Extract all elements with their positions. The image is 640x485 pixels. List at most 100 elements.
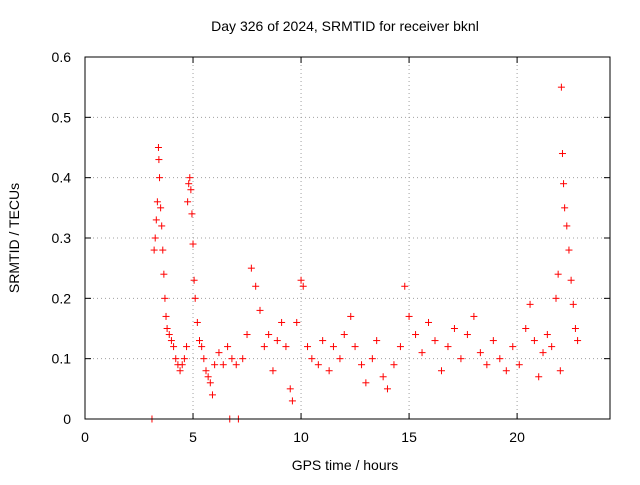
ticks-layer — [84, 56, 610, 420]
data-point — [539, 349, 547, 357]
x-tick-label: 0 — [81, 429, 89, 445]
data-point — [329, 343, 337, 351]
data-point — [256, 306, 264, 314]
data-point — [319, 337, 327, 345]
data-point — [463, 331, 471, 339]
data-point — [243, 331, 251, 339]
data-point — [151, 234, 159, 242]
y-tick-label: 0.2 — [52, 290, 72, 306]
labels-layer: 0 5 10 15 20 0 0.1 0.2 0.3 0.4 0.5 0.6 — [52, 49, 526, 445]
data-point — [160, 270, 168, 278]
data-point — [180, 355, 188, 363]
data-point — [196, 337, 204, 345]
data-point — [470, 312, 478, 320]
data-point — [153, 198, 161, 206]
data-point — [340, 331, 348, 339]
data-point — [535, 373, 543, 381]
data-point — [299, 282, 307, 290]
data-point — [228, 355, 236, 363]
x-tick-label: 5 — [189, 429, 197, 445]
data-point — [159, 246, 167, 254]
data-point — [178, 361, 186, 369]
data-point — [401, 282, 409, 290]
data-point — [556, 367, 564, 375]
y-tick-label: 0 — [63, 411, 71, 427]
data-point — [554, 270, 562, 278]
data-point — [450, 325, 458, 332]
data-point — [502, 367, 510, 375]
data-point — [161, 294, 169, 302]
data-point — [265, 331, 273, 339]
data-point — [200, 355, 208, 363]
data-point — [186, 174, 194, 182]
data-point — [189, 240, 197, 248]
data-point — [239, 355, 247, 363]
data-point — [444, 343, 452, 351]
data-point — [187, 186, 195, 194]
data-point — [288, 397, 296, 405]
data-point — [191, 294, 199, 302]
data-point — [557, 83, 565, 91]
data-point — [418, 349, 426, 357]
data-point — [297, 276, 305, 284]
data-point — [183, 343, 191, 351]
data-point — [362, 379, 370, 387]
data-point — [224, 343, 232, 351]
x-tick-label: 10 — [293, 429, 309, 445]
data-point — [390, 361, 398, 369]
y-tick-label: 0.4 — [52, 170, 72, 186]
data-point — [165, 331, 173, 339]
data-point — [152, 216, 160, 224]
data-point — [162, 312, 170, 320]
data-point — [247, 264, 255, 272]
data-point — [211, 361, 219, 369]
data-point — [204, 373, 212, 381]
data-point — [347, 312, 355, 320]
x-axis-title: GPS time / hours — [292, 457, 399, 473]
data-point — [530, 337, 538, 345]
data-point — [509, 343, 517, 351]
data-point — [561, 204, 569, 212]
data-point — [157, 204, 165, 212]
data-point — [325, 367, 333, 375]
data-point — [558, 150, 566, 158]
data-point — [232, 361, 240, 369]
data-point — [202, 367, 210, 375]
data-point — [273, 337, 281, 345]
data-point — [515, 361, 523, 369]
chart-title: Day 326 of 2024, SRMTID for receiver bkn… — [211, 18, 479, 34]
data-point — [425, 318, 433, 326]
data-point — [571, 325, 579, 332]
data-point — [522, 325, 530, 332]
data-point — [252, 282, 260, 290]
data-point — [304, 343, 312, 351]
data-point — [548, 343, 556, 351]
data-point — [368, 355, 376, 363]
data-point — [269, 367, 277, 375]
data-point — [208, 391, 216, 399]
data-point — [172, 355, 180, 363]
data-point — [560, 180, 568, 188]
data-point — [150, 246, 158, 254]
data-point — [336, 355, 344, 363]
data-point — [293, 318, 301, 326]
data-point — [314, 361, 322, 369]
y-tick-label: 0.3 — [52, 230, 72, 246]
data-point — [565, 246, 573, 254]
data-point — [563, 222, 571, 230]
data-point — [158, 222, 166, 230]
data-point — [184, 198, 192, 206]
data-point — [489, 337, 497, 345]
data-point — [188, 210, 196, 218]
y-axis-title: SRMTID / TECUs — [6, 183, 22, 293]
data-point — [569, 300, 577, 308]
data-point — [190, 276, 198, 284]
data-point — [574, 337, 582, 345]
data-point — [379, 373, 387, 381]
data-point — [154, 144, 162, 151]
data-point — [185, 180, 193, 188]
data-point — [437, 367, 445, 375]
